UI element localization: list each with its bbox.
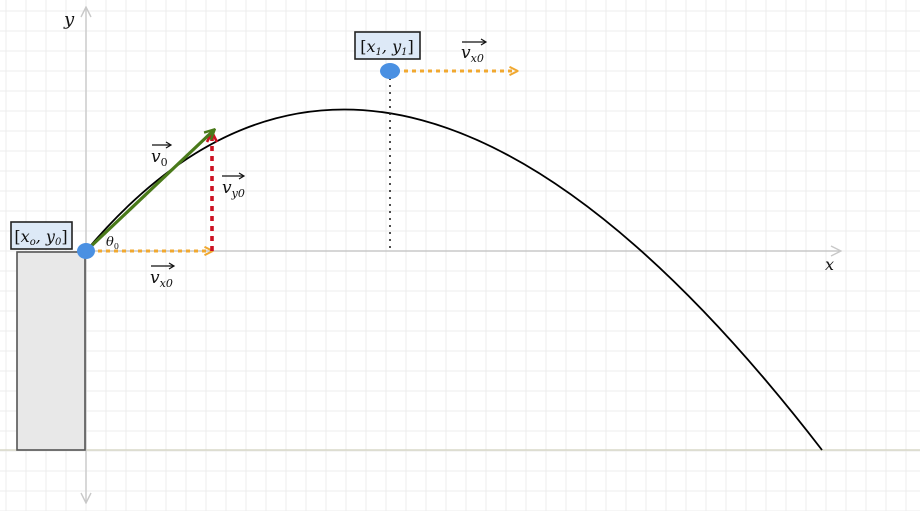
theta0-label: θ0 bbox=[106, 235, 119, 251]
svg-text:vy0: vy0 bbox=[222, 178, 245, 200]
svg-text:[x1, y1]: [x1, y1] bbox=[360, 37, 414, 58]
peak-point-label: [x1, y1] bbox=[354, 31, 421, 60]
y-axis-label: y bbox=[63, 9, 75, 30]
peak-point bbox=[380, 63, 400, 79]
vx0-start-label: vx0 bbox=[150, 262, 176, 290]
v0-label: v0 bbox=[151, 141, 173, 169]
vx0-peak-label: vx0 bbox=[461, 38, 488, 65]
start-point bbox=[77, 243, 95, 259]
cliff-block bbox=[16, 251, 86, 451]
svg-text:[xo, y0]: [xo, y0] bbox=[14, 227, 67, 248]
svg-text:vx0: vx0 bbox=[461, 43, 484, 65]
v0-arrow bbox=[84, 130, 214, 253]
x-axis-label: x bbox=[825, 255, 834, 274]
vy0-label: vy0 bbox=[222, 172, 246, 200]
trajectory-curve bbox=[85, 108, 823, 451]
svg-text:v0: v0 bbox=[151, 147, 168, 169]
start-point-label: [xo, y0] bbox=[10, 221, 73, 250]
svg-text:vx0: vx0 bbox=[150, 268, 173, 290]
